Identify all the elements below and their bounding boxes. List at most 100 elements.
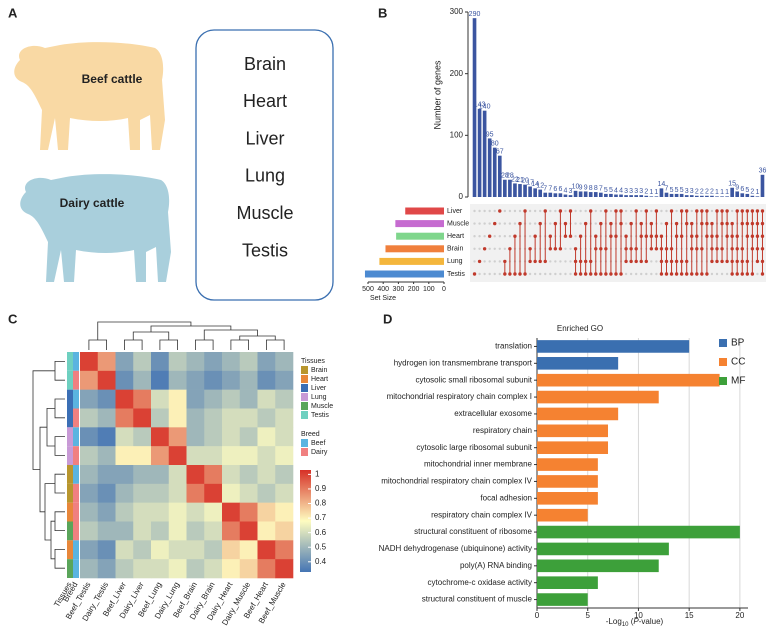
bar <box>730 187 734 197</box>
heatmap-cell <box>275 370 294 390</box>
legend-swatch <box>301 393 308 401</box>
matrix-dot <box>725 259 729 264</box>
matrix-dot-empty <box>508 222 512 225</box>
matrix-dot <box>573 272 578 276</box>
matrix-dot <box>644 259 648 264</box>
matrix-dot <box>563 234 568 238</box>
matrix-dot <box>523 209 527 213</box>
bar <box>679 193 684 197</box>
legend-label: Heart <box>311 376 328 383</box>
annotation-cell <box>67 540 73 560</box>
bar-value-label: 3 <box>639 188 643 195</box>
matrix-dot <box>644 209 648 213</box>
heatmap-cell <box>239 352 258 372</box>
y-tick-label: cytochrome-c oxidase activity <box>428 578 532 587</box>
matrix-dot <box>634 259 638 264</box>
heatmap-cell <box>151 559 170 579</box>
legend-label: MF <box>731 376 745 387</box>
matrix-dot <box>518 272 522 276</box>
matrix-dot-empty <box>473 260 476 263</box>
bar-value-label: 12 <box>536 182 544 189</box>
matrix-dot <box>735 209 739 213</box>
heatmap-cell <box>133 370 152 390</box>
tissue-name: Brain <box>244 54 286 74</box>
matrix-dot <box>503 259 507 264</box>
matrix-dot-empty <box>503 209 507 213</box>
matrix-dot-empty <box>528 235 532 238</box>
bar <box>487 138 492 197</box>
bar-value-label: 8 <box>594 185 598 192</box>
heatmap-cell <box>151 465 170 485</box>
matrix-dot-empty <box>518 209 522 213</box>
matrix-dot-empty <box>498 260 501 263</box>
legend-swatch <box>719 339 727 347</box>
matrix-dot <box>664 259 669 264</box>
bar <box>537 576 598 589</box>
bar-value-label: 3 <box>629 188 633 195</box>
matrix-dot-empty <box>594 209 597 213</box>
bar <box>553 193 558 197</box>
y-tick-label: mitochondrial inner membrane <box>424 460 533 469</box>
matrix-dot <box>705 209 709 213</box>
set-size-tick-label: 400 <box>377 286 389 293</box>
matrix-dot <box>690 221 694 226</box>
bar <box>629 195 633 197</box>
matrix-dot-empty <box>564 260 567 263</box>
bar <box>760 174 765 197</box>
matrix-dot <box>573 247 578 251</box>
matrix-dot-empty <box>538 209 542 213</box>
heatmap-cell <box>239 389 258 409</box>
matrix-dot <box>710 234 714 238</box>
heatmap-cell <box>275 427 294 447</box>
bar <box>644 195 649 197</box>
matrix-dot-empty <box>720 272 724 276</box>
matrix-dot-empty <box>730 209 734 213</box>
matrix-dot-empty <box>655 272 658 276</box>
matrix-dot-empty <box>564 247 567 250</box>
matrix-dot <box>604 209 608 213</box>
matrix-dot-empty <box>473 209 476 213</box>
heatmap-cell <box>222 370 241 390</box>
matrix-dot <box>745 272 750 276</box>
heatmap-cell <box>275 540 294 560</box>
matrix-dot-empty <box>478 272 481 276</box>
matrix-dot <box>583 272 588 276</box>
matrix-dot <box>599 272 603 276</box>
matrix-dot <box>750 209 755 213</box>
bar <box>664 192 669 197</box>
heatmap-cell <box>151 370 170 390</box>
matrix-dot <box>659 272 664 276</box>
bar <box>694 195 699 197</box>
matrix-dot-empty <box>624 209 628 213</box>
bar <box>537 357 619 370</box>
bar-value-label: 4 <box>614 187 618 194</box>
heatmap-cell <box>239 370 258 390</box>
heatmap-cell <box>257 389 276 409</box>
matrix-dot <box>513 272 517 276</box>
bar <box>537 492 598 505</box>
bar <box>583 191 588 197</box>
heatmap-cell <box>151 427 170 447</box>
matrix-dot <box>548 247 553 251</box>
matrix-dot <box>745 234 750 238</box>
x-tick-label: 0 <box>535 611 540 620</box>
heatmap-cell <box>168 408 187 428</box>
matrix-dot <box>669 272 674 276</box>
annotation-cell <box>67 559 73 578</box>
bar-value-label: 36 <box>759 168 767 175</box>
bar <box>537 373 720 387</box>
annotation-cell <box>73 540 79 560</box>
heatmap-cell <box>186 446 205 466</box>
bar-value-label: 9 <box>584 184 588 191</box>
legend-label: Dairy <box>311 449 328 456</box>
heatmap-cell <box>133 483 152 503</box>
bar-value-label: 22 <box>511 176 519 183</box>
tissue-name: Liver <box>245 128 284 148</box>
matrix-dot-empty <box>503 247 507 250</box>
matrix-dot <box>679 234 684 238</box>
heatmap-cell <box>133 352 152 372</box>
bar-value-label: 3 <box>634 188 638 195</box>
matrix-dot-empty <box>574 222 577 225</box>
matrix-dot <box>715 234 719 238</box>
bar-value-label: 28 <box>501 173 509 180</box>
